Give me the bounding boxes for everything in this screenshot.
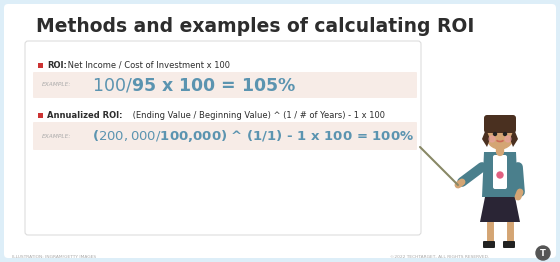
FancyBboxPatch shape — [38, 113, 43, 118]
Text: ROI:: ROI: — [47, 61, 67, 70]
FancyBboxPatch shape — [38, 63, 43, 68]
Text: Annualized ROI:: Annualized ROI: — [47, 111, 123, 120]
Circle shape — [489, 136, 495, 142]
FancyBboxPatch shape — [503, 241, 515, 248]
Circle shape — [497, 172, 503, 178]
FancyBboxPatch shape — [33, 72, 417, 98]
Text: T: T — [540, 248, 546, 258]
Circle shape — [503, 133, 506, 135]
Text: ($200,000 / $100,000) ^ (1/1) - 1 x 100 = 100%: ($200,000 / $100,000) ^ (1/1) - 1 x 100 … — [92, 128, 414, 144]
Polygon shape — [510, 129, 518, 147]
Polygon shape — [482, 152, 518, 197]
Polygon shape — [480, 197, 520, 222]
FancyBboxPatch shape — [33, 122, 417, 150]
Circle shape — [505, 136, 511, 142]
FancyBboxPatch shape — [483, 241, 495, 248]
Text: Methods and examples of calculating ROI: Methods and examples of calculating ROI — [36, 17, 474, 35]
Text: (Ending Value / Beginning Value) ^ (1 / # of Years) - 1 x 100: (Ending Value / Beginning Value) ^ (1 / … — [130, 111, 385, 120]
Text: ©2022 TECHTARGET, ALL RIGHTS RESERVED.: ©2022 TECHTARGET, ALL RIGHTS RESERVED. — [390, 255, 489, 259]
Circle shape — [486, 121, 514, 149]
Circle shape — [536, 246, 550, 260]
FancyBboxPatch shape — [484, 115, 516, 133]
Polygon shape — [482, 129, 490, 147]
FancyBboxPatch shape — [25, 41, 421, 235]
FancyBboxPatch shape — [493, 155, 507, 189]
FancyBboxPatch shape — [4, 4, 556, 258]
Text: $100 / $95 x 100 = 105%: $100 / $95 x 100 = 105% — [92, 76, 296, 94]
Text: ILLUSTRATION: INGRAM/GETTY IMAGES: ILLUSTRATION: INGRAM/GETTY IMAGES — [12, 255, 96, 259]
Text: EXAMPLE:: EXAMPLE: — [42, 134, 71, 139]
Text: EXAMPLE:: EXAMPLE: — [42, 83, 71, 88]
Circle shape — [493, 133, 497, 135]
Text: Net Income / Cost of Investment x 100: Net Income / Cost of Investment x 100 — [65, 61, 230, 70]
